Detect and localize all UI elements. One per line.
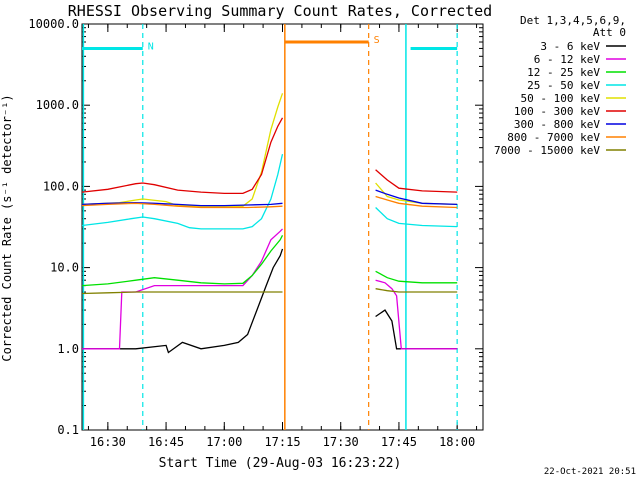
legend-label: 800 - 7000 keV xyxy=(507,131,600,144)
x-tick-label: 16:45 xyxy=(148,435,184,449)
series-line xyxy=(375,279,458,350)
x-axis-label: Start Time (29-Aug-03 16:23:22) xyxy=(159,456,402,471)
legend-label: 25 - 50 keV xyxy=(527,79,600,92)
axes-frame: 0.1 1.0 10.0 100.0 1000.0 10000.0 16:30 16:45 17… xyxy=(28,17,484,449)
legend-header: Att 0 xyxy=(593,26,626,39)
y-tick-label: 10.0 xyxy=(50,261,79,275)
y-tick-label: 100.0 xyxy=(43,179,79,193)
series-line xyxy=(81,202,283,207)
legend-label: 12 - 25 keV xyxy=(527,66,600,79)
x-tick-label: 17:00 xyxy=(206,435,242,449)
legend-label: 3 - 6 keV xyxy=(540,40,600,53)
legend-label: 6 - 12 keV xyxy=(534,53,601,66)
legend-label: 300 - 800 keV xyxy=(514,118,600,131)
series-line xyxy=(81,202,283,209)
chart-title: RHESSI Observing Summary Count Rates, Co… xyxy=(68,2,492,20)
series-line xyxy=(375,189,458,206)
x-tick-label: 17:45 xyxy=(381,435,417,449)
x-tick-label: 17:15 xyxy=(264,435,300,449)
y-tick-label: 10000.0 xyxy=(28,17,79,31)
y-axis-label: Corrected Count Rate (s⁻¹ detector⁻¹) xyxy=(0,94,14,361)
series-line xyxy=(82,248,284,354)
series-line xyxy=(375,207,458,228)
series-line xyxy=(81,291,283,295)
y-tick-label: 1000.0 xyxy=(36,98,79,112)
x-tick-label: 18:00 xyxy=(439,435,475,449)
x-tick-label: 16:30 xyxy=(90,435,126,449)
generation-date: 22-Oct-2021 20:51 xyxy=(544,467,636,477)
series-lines xyxy=(81,93,458,354)
legend-header: Det 1,3,4,5,6,9, xyxy=(520,14,626,27)
series-line xyxy=(375,169,458,193)
legend-label: 100 - 300 keV xyxy=(514,105,600,118)
series-line xyxy=(375,288,458,293)
series-line xyxy=(81,235,284,287)
night-label: N xyxy=(148,41,154,52)
legend-label: 50 - 100 keV xyxy=(521,92,601,105)
x-tick-label: 17:30 xyxy=(323,435,359,449)
series-line xyxy=(375,270,458,284)
legend-label: 7000 - 15000 keV xyxy=(494,144,600,157)
event-markers: NS xyxy=(82,24,458,430)
series-line xyxy=(81,153,284,230)
saa-label: S xyxy=(374,35,380,46)
series-line xyxy=(81,117,284,195)
y-tick-label: 1.0 xyxy=(57,342,79,356)
series-line xyxy=(375,195,458,209)
y-tick-label: 0.1 xyxy=(57,423,79,437)
